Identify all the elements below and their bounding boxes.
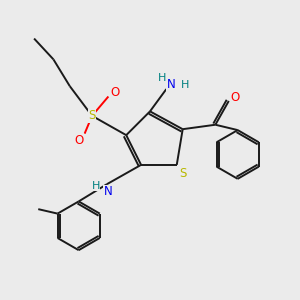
Text: S: S <box>88 109 96 122</box>
Text: N: N <box>167 78 175 91</box>
Text: N: N <box>104 185 113 198</box>
Text: H: H <box>158 73 166 83</box>
Text: S: S <box>179 167 186 180</box>
Text: O: O <box>231 91 240 104</box>
Text: O: O <box>110 85 120 98</box>
Text: O: O <box>75 134 84 147</box>
Text: H: H <box>181 80 189 90</box>
Text: H: H <box>92 181 100 191</box>
